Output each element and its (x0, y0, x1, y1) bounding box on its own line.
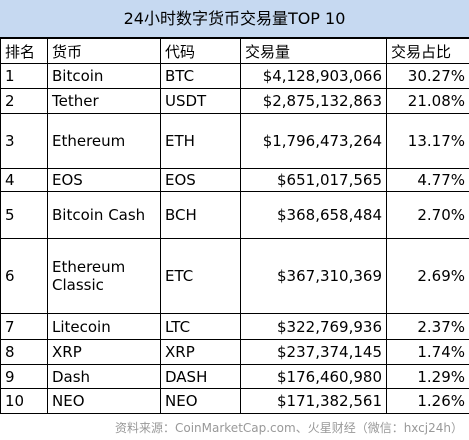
table-cell: $651,017,565 (240, 168, 387, 192)
table-cell: 13.17% (386, 113, 469, 169)
table-row: 5 Bitcoin Cash BCH $368,658,484 2.70% (0, 191, 469, 239)
table-cell: Dash (47, 364, 161, 389)
table-cell: BTC (160, 63, 241, 89)
table-cell: 1.29% (386, 364, 469, 389)
table-cell: 21.08% (386, 88, 469, 114)
table-cell: XRP (160, 339, 241, 365)
table-cell: 1 (0, 63, 48, 89)
table-cell: 9 (0, 364, 48, 389)
table-cell: 10 (0, 388, 48, 414)
table-cell: Bitcoin Cash (47, 191, 161, 239)
table-row: 6 Ethereum Classic ETC $367,310,369 2.69% (0, 238, 469, 314)
source-note: 资料来源：CoinMarketCap.com、火星财经（微信：hxcj24h） (114, 421, 463, 435)
table-cell: $1,796,473,264 (240, 113, 387, 169)
table-cell: 3 (0, 113, 48, 169)
table-cell: 1.74% (386, 339, 469, 365)
header-row: 排名 货币 代码 交易量 交易占比 (0, 38, 469, 64)
table-cell: 4 (0, 168, 48, 192)
table-cell: 2.37% (386, 313, 469, 340)
table-cell: ETH (160, 113, 241, 169)
column-header: 交易占比 (386, 38, 469, 64)
table-cell: 8 (0, 339, 48, 365)
table-cell: $2,875,132,863 (240, 88, 387, 114)
table-row: 2 Tether USDT $2,875,132,863 21.08% (0, 88, 469, 114)
table: 排名 货币 代码 交易量 交易占比 1 Bitcoin BTC $4,128,903,066 3… (0, 38, 469, 414)
table-row: 3 Ethereum ETH $1,796,473,264 13.17% (0, 113, 469, 169)
table-cell: 2 (0, 88, 48, 114)
table-cell: XRP (47, 339, 161, 365)
table-cell: 4.77% (386, 168, 469, 192)
table-cell: 1.26% (386, 388, 469, 414)
table-cell: Tether (47, 88, 161, 114)
table-cell: DASH (160, 364, 241, 389)
table-cell: 7 (0, 313, 48, 340)
table-cell: $322,769,936 (240, 313, 387, 340)
table-title: 24小时数字货币交易量TOP 10 (0, 0, 469, 38)
table-cell: NEO (47, 388, 161, 414)
table-cell: $237,374,145 (240, 339, 387, 365)
table-row: 4 EOS EOS $651,017,565 4.77% (0, 168, 469, 192)
table-cell: $368,658,484 (240, 191, 387, 239)
table-cell: Bitcoin (47, 63, 161, 89)
column-header: 排名 (0, 38, 48, 64)
table-cell: $176,460,980 (240, 364, 387, 389)
table-cell: 5 (0, 191, 48, 239)
column-header: 交易量 (240, 38, 387, 64)
table-cell: Litecoin (47, 313, 161, 340)
table-cell: ETC (160, 238, 241, 314)
table-cell: BCH (160, 191, 241, 239)
table-cell: $171,382,561 (240, 388, 387, 414)
table-cell: EOS (47, 168, 161, 192)
table-row: 1 Bitcoin BTC $4,128,903,066 30.27% (0, 63, 469, 89)
table-cell: $367,310,369 (240, 238, 387, 314)
table-row: 10 NEO NEO $171,382,561 1.26% (0, 388, 469, 414)
table-row: 7 Litecoin LTC $322,769,936 2.37% (0, 313, 469, 340)
table-cell: 30.27% (386, 63, 469, 89)
table-cell: $4,128,903,066 (240, 63, 387, 89)
table-cell: NEO (160, 388, 241, 414)
table-cell: Ethereum Classic (47, 238, 161, 314)
table-cell: LTC (160, 313, 241, 340)
table-row: 8 XRP XRP $237,374,145 1.74% (0, 339, 469, 365)
table-cell: 2.69% (386, 238, 469, 314)
table-row: 9 Dash DASH $176,460,980 1.29% (0, 364, 469, 389)
column-header: 代码 (160, 38, 241, 64)
table-cell: USDT (160, 88, 241, 114)
table-cell: 6 (0, 238, 48, 314)
column-header: 货币 (47, 38, 161, 64)
table-cell: 2.70% (386, 191, 469, 239)
table-cell: EOS (160, 168, 241, 192)
table-cell: Ethereum (47, 113, 161, 169)
